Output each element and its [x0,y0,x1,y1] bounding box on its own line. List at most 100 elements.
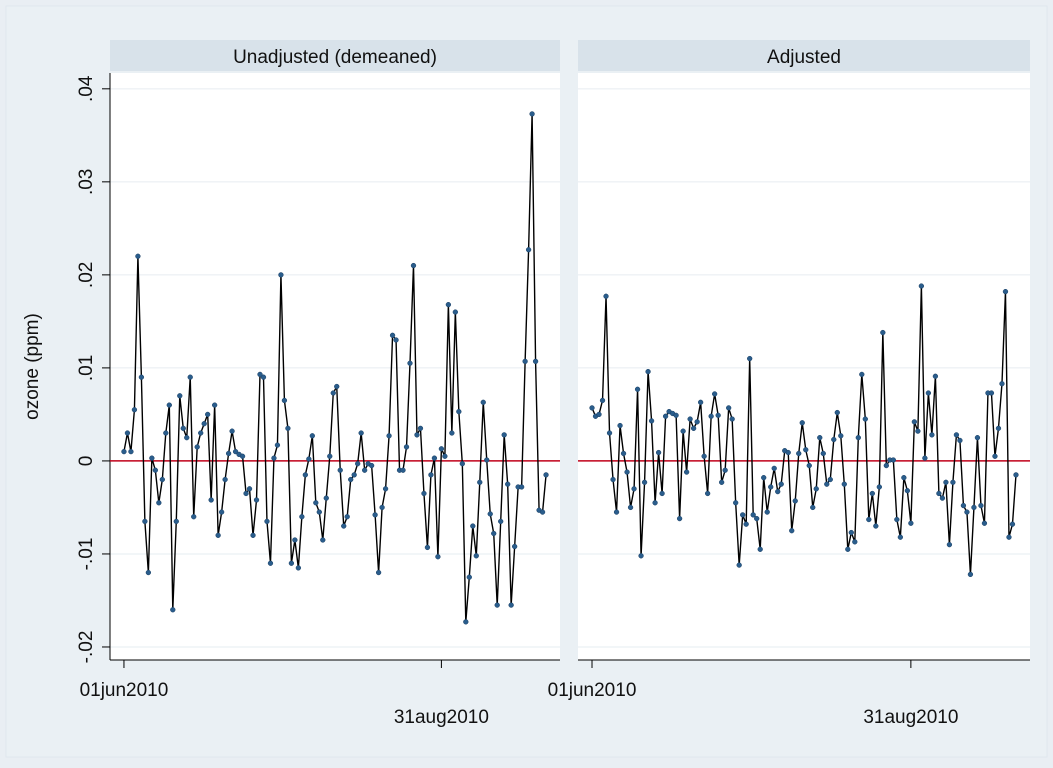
data-point [267,560,274,566]
data-point [971,504,977,511]
data-point [253,497,260,503]
data-point [205,411,211,418]
data-point [393,337,399,343]
data-point [278,272,284,278]
plot-area [578,73,1030,660]
data-point [743,521,749,527]
data-point [239,453,246,459]
data-point [246,486,253,492]
data-point [232,448,239,455]
data-point [978,502,984,509]
data-point [243,490,249,497]
data-point [337,467,343,473]
data-point [771,465,777,472]
data-point [596,411,602,418]
data-point [694,419,700,425]
data-point [929,432,935,438]
data-point [1013,472,1019,478]
data-point [645,368,651,375]
data-point [712,391,718,397]
data-point [163,430,169,436]
data-point [988,390,995,396]
data-point [327,453,333,459]
data-point [687,416,693,422]
data-point [834,409,840,416]
data-point [803,447,809,453]
data-point [1002,288,1009,295]
data-point [417,425,424,432]
data-point [841,481,847,487]
data-point [459,461,465,467]
data-point [187,374,193,380]
data-point [138,374,145,380]
data-point [382,486,389,492]
data-point [603,293,609,299]
data-point [372,512,378,518]
data-point [400,467,406,473]
data-point [908,520,914,526]
data-point [918,283,925,289]
data-point [722,467,728,473]
data-point [659,490,665,497]
data-point [992,453,998,459]
data-point [145,569,152,576]
data-point [449,430,455,436]
data-point [362,467,368,473]
data-point [648,418,655,424]
data-point [414,432,420,438]
data-point [901,475,907,481]
data-point [925,390,932,396]
panel-title: Unadjusted (demeaned) [233,47,437,68]
data-point [463,619,469,625]
x-tick-label: 01jun2010 [548,680,637,701]
data-point [484,457,490,463]
y-tick-label: .01 [76,355,97,381]
data-point [498,518,504,525]
data-point [939,495,946,501]
data-point [445,301,452,308]
data-point [410,262,417,269]
data-point [379,504,385,511]
data-point [932,373,939,379]
data-point [152,467,158,473]
data-point [655,449,662,456]
data-point [740,512,746,518]
data-point [156,500,162,506]
data-point [316,509,322,515]
data-point [522,358,528,365]
data-point [974,435,981,441]
data-point [810,504,816,511]
data-point [306,456,312,462]
data-point [505,481,511,487]
data-point [487,511,493,517]
data-point [281,397,288,404]
data-point [641,479,648,485]
data-point [128,448,134,455]
data-point [351,472,357,478]
data-point [897,534,904,540]
data-point [452,309,458,315]
data-point [222,476,228,483]
data-point [341,523,347,529]
data-point [512,543,518,550]
data-point [946,541,953,548]
data-point [820,450,826,457]
data-point [386,433,392,439]
data-point [292,537,298,543]
data-point [208,497,214,503]
data-point [1006,534,1012,540]
data-point [274,442,281,448]
data-point [313,500,319,506]
data-point [817,435,823,441]
data-point [184,435,190,441]
data-point [320,537,326,543]
data-point [995,425,1002,432]
data-point [491,530,497,537]
data-point [936,490,942,497]
data-point [855,435,861,441]
data-point [848,529,854,536]
y-axis-label: ozone (ppm) [22,313,43,420]
x-tick-label: 31aug2010 [394,707,489,728]
